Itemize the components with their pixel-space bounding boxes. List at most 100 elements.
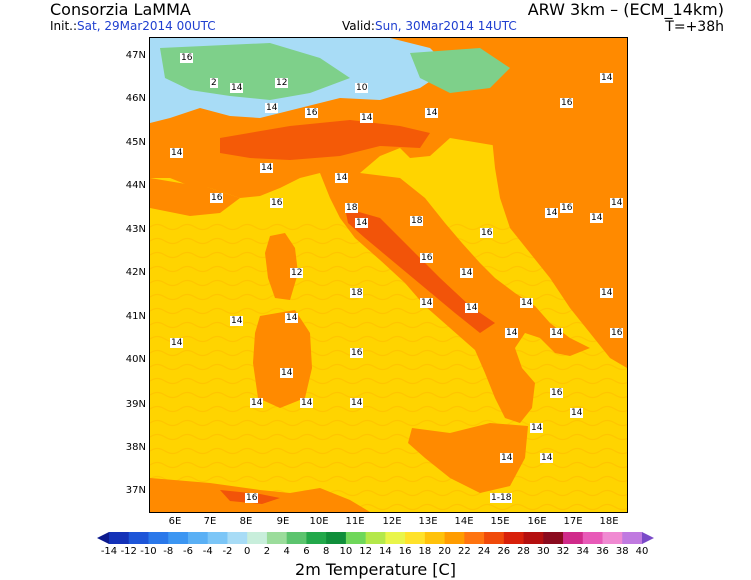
colorbar-tick-label: 34	[576, 546, 590, 557]
temperature-value-label: 14	[570, 408, 584, 418]
colorbar-tick-label: 26	[497, 546, 511, 557]
colorbar-swatch	[247, 532, 268, 544]
temperature-value-label: 14	[610, 198, 624, 208]
map-canvas	[150, 38, 627, 512]
temperature-value-label: 14	[170, 338, 184, 348]
temperature-value-label: 14	[265, 103, 279, 113]
latitude-label: 45N	[125, 137, 146, 148]
longitude-label: 10E	[309, 516, 329, 527]
colorbar-swatch	[523, 532, 544, 544]
temperature-value-label: 14	[260, 163, 274, 173]
forecast-step: T=+38h	[665, 19, 724, 35]
longitude-label: 12E	[382, 516, 402, 527]
temperature-map: 16 14 12 10 2 14 14 16 14 14 16 14 16 14 16 14 18 14 18 16 1…	[149, 37, 628, 513]
temperature-value-label: 14	[545, 208, 559, 218]
colorbar-swatch	[622, 532, 643, 544]
alpine-green	[160, 43, 350, 100]
temperature-value-label: 14	[425, 108, 439, 118]
temperature-value-label: 12	[290, 268, 304, 278]
colorbar-swatch	[168, 532, 189, 544]
init-value: Sat, 29Mar2014 00UTC	[77, 19, 216, 33]
temperature-value-label: 16	[270, 198, 284, 208]
colorbar-swatch	[286, 532, 307, 544]
temperature-value-label: 16	[245, 493, 259, 503]
temperature-value-label: 14	[230, 316, 244, 326]
colorbar-tick-label: 12	[359, 546, 372, 557]
temperature-value-label: 14	[360, 113, 374, 123]
temperature-value-label: 14	[230, 83, 244, 93]
latitude-label: 40N	[125, 354, 146, 365]
temperature-value-label: 14	[600, 73, 614, 83]
temperature-value-label: 14	[420, 298, 434, 308]
colorbar-tick-label: 24	[477, 546, 491, 557]
longitude-label: 7E	[203, 516, 217, 527]
temperature-value-label: 14	[590, 213, 604, 223]
colorbar-swatch	[642, 532, 654, 544]
temperature-value-label: 16	[180, 53, 194, 63]
colorbar-swatch	[128, 532, 149, 544]
colorbar-swatch	[97, 532, 109, 544]
temperature-value-label: 16	[210, 193, 224, 203]
temperature-value-label: 14	[300, 398, 314, 408]
colorbar-tick-label: 6	[303, 546, 310, 557]
latitude-label: 39N	[125, 399, 146, 410]
colorbar	[97, 532, 654, 544]
colorbar-swatch	[365, 532, 386, 544]
longitude-label: 14E	[454, 516, 474, 527]
colorbar-tick-label: 0	[243, 546, 251, 557]
longitude-label: 15E	[490, 516, 510, 527]
latitude-label: 38N	[125, 442, 146, 453]
latitude-label: 46N	[125, 93, 146, 104]
colorbar-tick-label: 36	[596, 546, 609, 557]
colorbar-tick-label: -6	[182, 546, 193, 557]
longitude-label: 8E	[239, 516, 253, 527]
colorbar-tick-label: -8	[163, 546, 174, 557]
france-coast	[150, 178, 240, 216]
temperature-value-label: 14	[465, 303, 479, 313]
colorbar-tick-label: 18	[418, 546, 432, 557]
colorbar-swatch	[109, 532, 130, 544]
longitude-label: 18E	[599, 516, 619, 527]
organization-title: Consorzia LaMMA	[50, 0, 191, 19]
temperature-value-label: 16	[420, 253, 434, 263]
latitude-label: 43N	[125, 224, 146, 235]
valid-label: Valid:	[342, 19, 375, 33]
colorbar-tick-label: 32	[556, 546, 570, 557]
valid-time: Valid:Sun, 30Mar2014 14UTC	[342, 19, 517, 33]
colorbar-swatch	[148, 532, 169, 544]
temperature-value-label: 16	[350, 348, 364, 358]
longitude-label: 16E	[527, 516, 547, 527]
colorbar-swatch	[207, 532, 228, 544]
colorbar-swatch	[602, 532, 623, 544]
colorbar-swatch	[563, 532, 584, 544]
latitude-label: 44N	[125, 180, 146, 191]
latitude-label: 37N	[125, 485, 146, 496]
temperature-value-label: 14	[285, 313, 299, 323]
longitude-label: 6E	[168, 516, 182, 527]
init-time: Init.:Sat, 29Mar2014 00UTC	[50, 19, 216, 33]
colorbar-swatch	[266, 532, 288, 544]
temperature-value-label: 14	[250, 398, 264, 408]
temperature-value-label: 14	[335, 173, 349, 183]
temperature-value-label: 16	[480, 228, 494, 238]
colorbar-tick-label: 22	[457, 546, 471, 557]
temperature-value-label: 16	[560, 98, 574, 108]
colorbar-tick-label: -4	[202, 546, 213, 557]
colorbar-tick-label: -12	[120, 546, 137, 557]
colorbar-tick-label: 30	[536, 546, 550, 557]
temperature-value-label: 1-18	[490, 493, 513, 503]
colorbar-swatch	[503, 532, 525, 544]
temperature-value-label: 18	[350, 288, 364, 298]
temperature-value-label: 14	[520, 298, 534, 308]
colorbar-tick-label: 28	[517, 546, 530, 557]
temperature-value-label: 10	[355, 83, 369, 93]
temperature-value-label: 14	[550, 328, 564, 338]
valid-value: Sun, 30Mar2014 14UTC	[374, 19, 517, 33]
colorbar-tick-label: 16	[398, 546, 412, 557]
sicily	[408, 423, 528, 493]
colorbar-tick-label: 2	[263, 546, 271, 557]
temperature-value-label: 18	[345, 203, 359, 213]
apennine-warm	[345, 208, 495, 333]
temperature-value-label: 2	[210, 78, 218, 88]
temperature-value-label: 14	[540, 453, 554, 463]
